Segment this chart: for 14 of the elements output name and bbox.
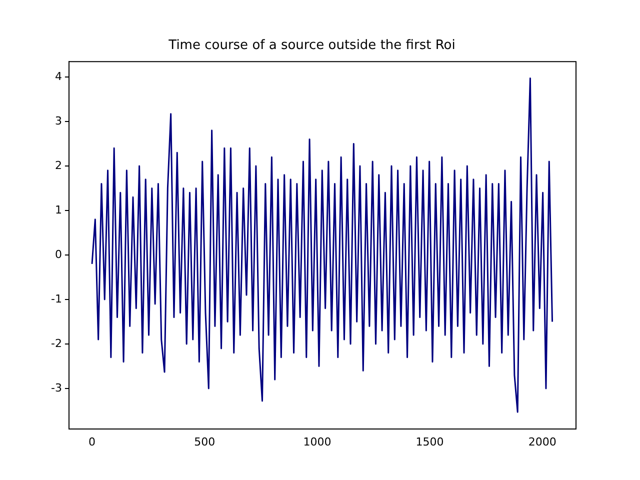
y-tick-label: 3 (54, 114, 62, 128)
y-tick-label: 4 (54, 70, 62, 83)
x-tick-label: 1500 (416, 435, 444, 448)
x-tick-label: 0 (88, 435, 96, 448)
x-tick-label: 500 (194, 435, 216, 448)
x-tick-label: 1000 (303, 435, 332, 448)
y-tick-label: -2 (51, 336, 62, 350)
y-tick-label: -3 (51, 381, 62, 394)
x-tick-label: 2000 (528, 435, 556, 448)
y-tick-label: -1 (51, 292, 62, 306)
y-tick-label: 2 (54, 158, 62, 172)
y-tick-label: 0 (54, 248, 62, 261)
chart-title: Time course of a source outside the first Roi (168, 38, 456, 54)
y-tick-label: 1 (54, 203, 62, 216)
